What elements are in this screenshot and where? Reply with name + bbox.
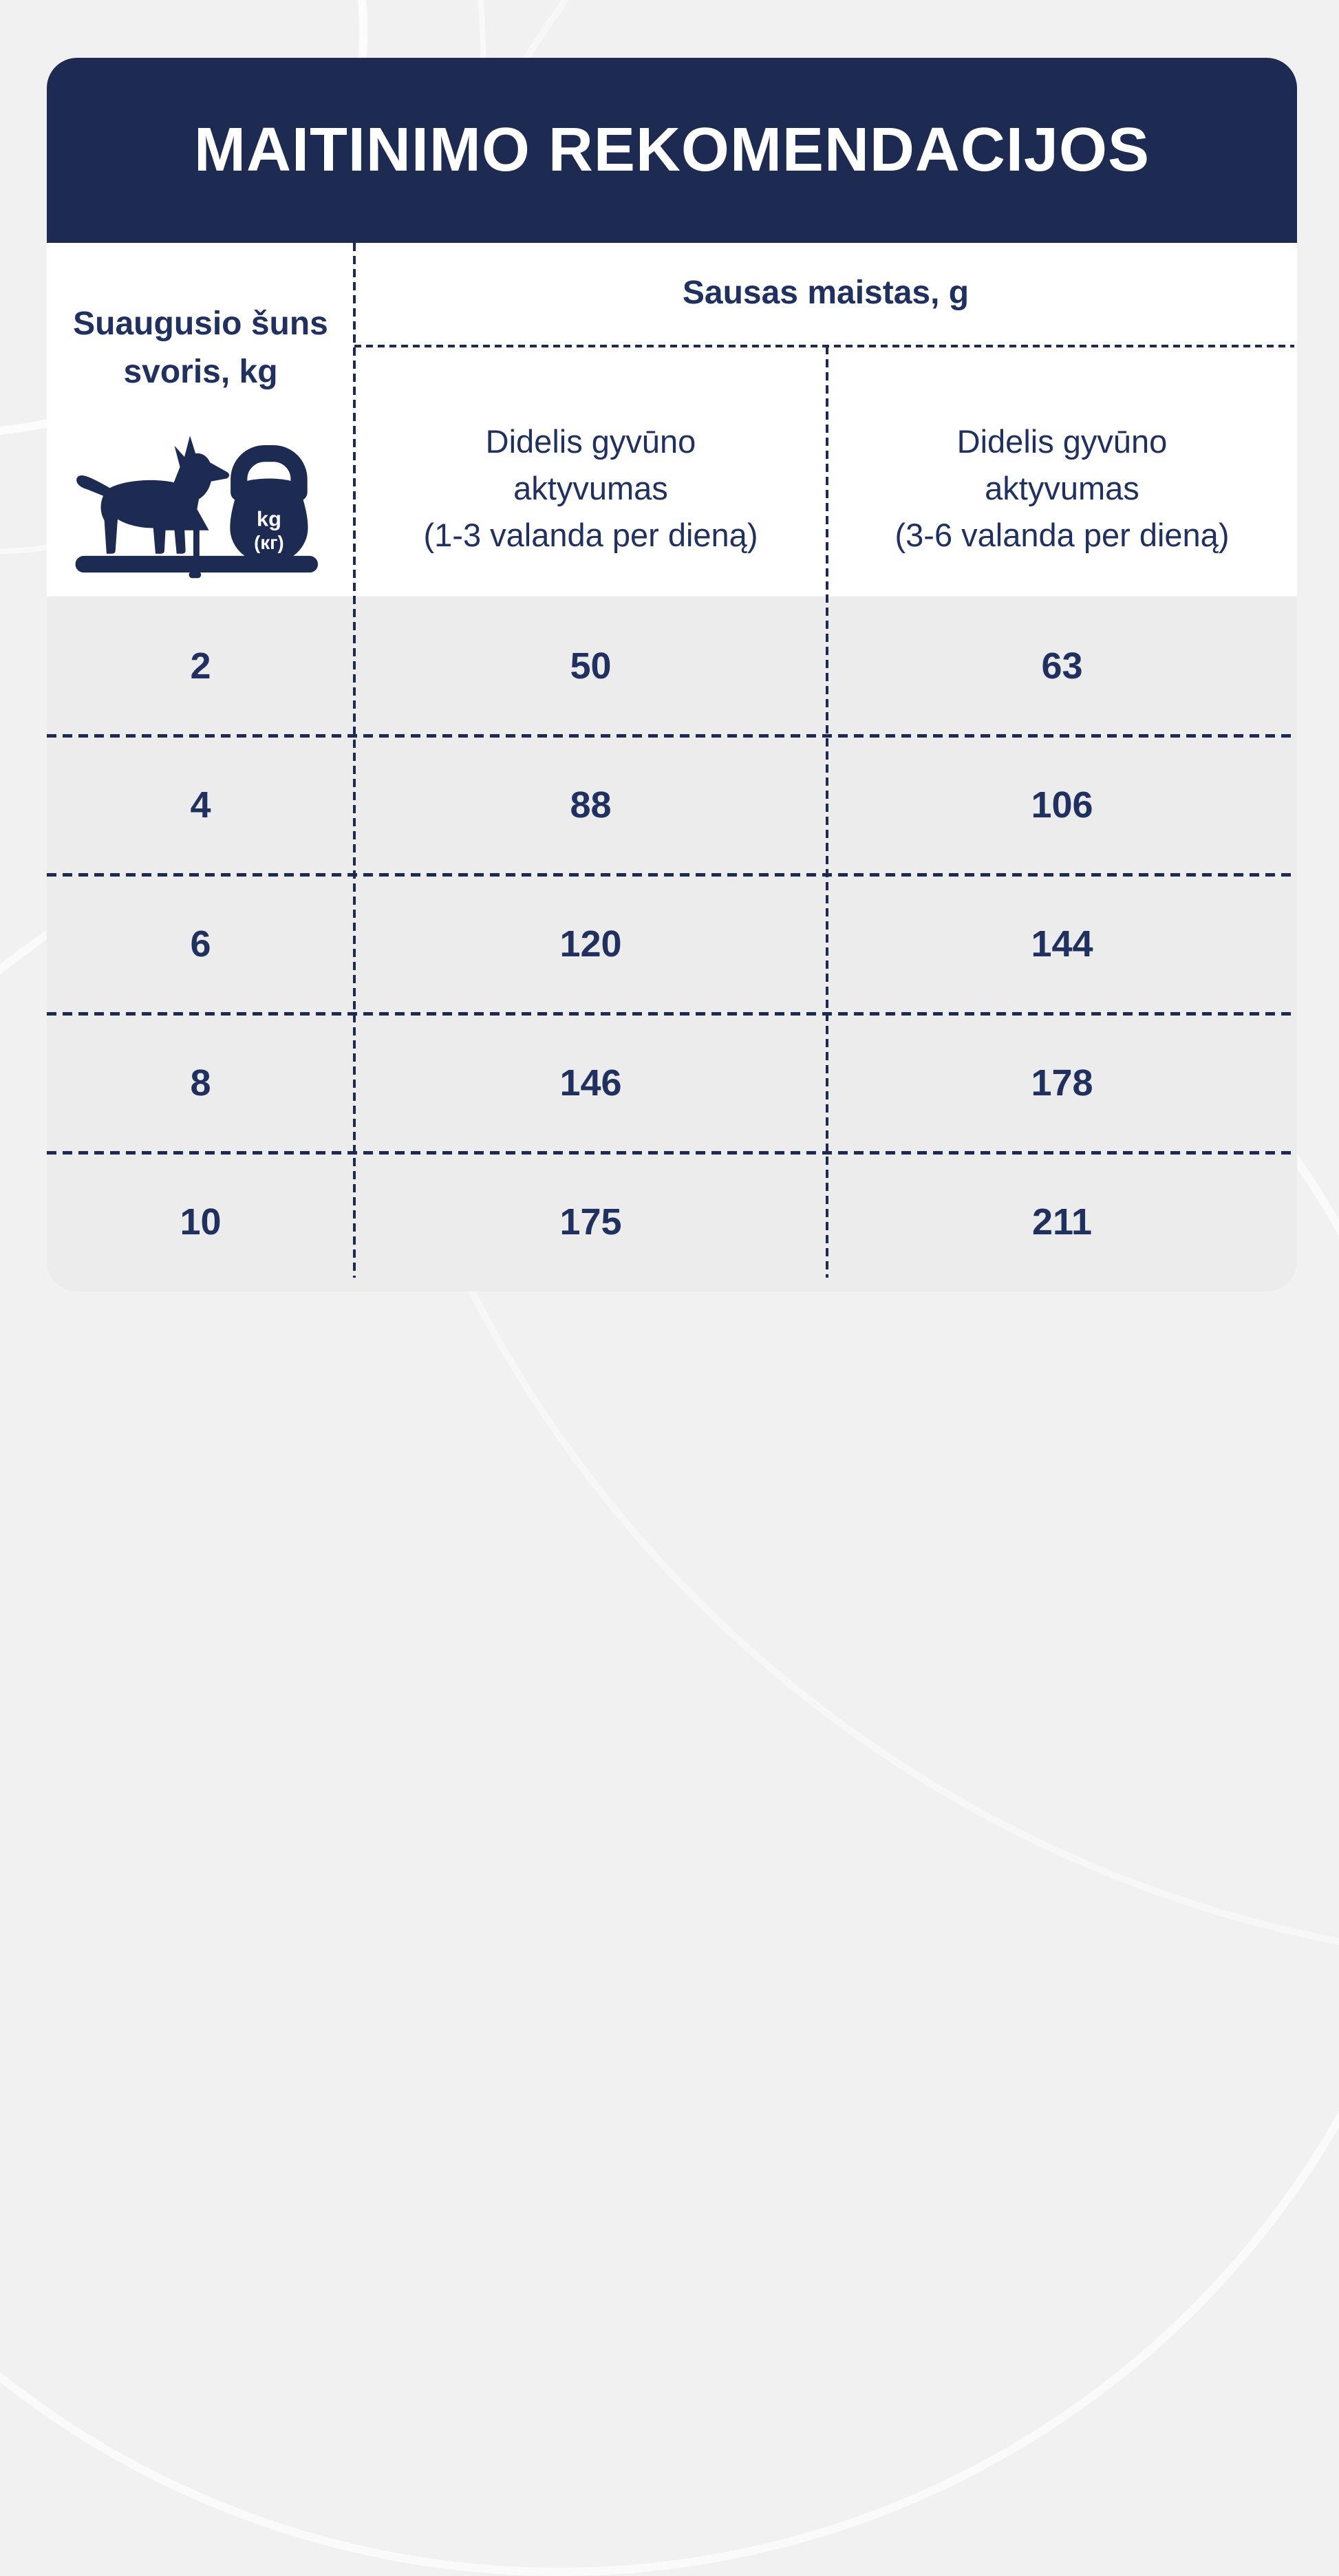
dog-icon	[76, 436, 230, 554]
food-amount-low-activity: 120	[559, 923, 622, 965]
dog-weight-scale-icon: kg (кг)	[75, 436, 319, 579]
column-divider-activity	[826, 346, 828, 1278]
activity-column-header-1: Didelis gyvūno aktyvumas (1-3 valanda pe…	[354, 418, 827, 559]
activity-1-line2: aktyvumas	[513, 470, 668, 506]
balance-pointer-nub	[189, 571, 202, 579]
row-divider	[47, 1151, 1297, 1155]
weight-column-header: Suaugusio šuns svoris, kg	[47, 300, 354, 396]
table-body-panel	[47, 597, 1297, 1291]
page-title: MAITINIMO REKOMENDACIJOS	[193, 116, 1150, 184]
table-row: 6 120 144	[47, 874, 1297, 1013]
weight-header-line2: svoris, kg	[123, 354, 278, 390]
row-divider	[47, 1012, 1297, 1016]
activity-1-line1: Didelis gyvūno	[485, 423, 696, 460]
food-amount-low-activity: 50	[570, 645, 612, 687]
dry-food-header-divider	[354, 345, 1294, 347]
weight-value: 6	[190, 923, 211, 965]
balance-arrow-stem	[193, 528, 200, 559]
activity-2-line1: Didelis gyvūno	[956, 423, 1168, 460]
activity-1-line3: (1-3 valanda per dieną)	[423, 517, 758, 553]
food-amount-high-activity: 211	[1031, 1201, 1093, 1243]
row-divider	[47, 734, 1297, 738]
weight-value: 4	[190, 784, 211, 826]
weight-value: 2	[190, 645, 211, 687]
kettlebell-kg-cyrillic-label: (кг)	[254, 532, 283, 553]
table-row: 8 146 178	[47, 1013, 1297, 1152]
weight-header-line1: Suaugusio šuns	[73, 305, 328, 342]
activity-2-line2: aktyvumas	[985, 470, 1139, 506]
kettlebell-icon: kg (кг)	[230, 445, 308, 564]
dry-food-group-header: Sausas maistas, g	[682, 275, 970, 311]
balance-arrow-head	[183, 507, 209, 530]
table-row: 4 88 106	[47, 736, 1297, 874]
table-row: 2 50 63	[47, 597, 1297, 736]
activity-2-line3: (3-6 valanda per dieną)	[895, 517, 1230, 553]
title-banner: MAITINIMO REKOMENDACIJOS	[47, 58, 1297, 243]
weight-value: 10	[180, 1201, 222, 1243]
food-amount-low-activity: 146	[559, 1062, 622, 1104]
food-amount-low-activity: 88	[570, 784, 612, 826]
food-amount-high-activity: 178	[1031, 1062, 1093, 1104]
food-amount-high-activity: 63	[1041, 645, 1083, 687]
column-divider-weight	[353, 243, 356, 1278]
weight-value: 8	[190, 1062, 211, 1104]
table-row: 10 175 211	[47, 1152, 1297, 1291]
activity-column-header-2: Didelis gyvūno aktyvumas (3-6 valanda pe…	[827, 418, 1297, 559]
food-amount-low-activity: 175	[559, 1201, 622, 1243]
food-amount-high-activity: 144	[1031, 923, 1093, 965]
food-amount-high-activity: 106	[1031, 784, 1093, 826]
balance-beam	[75, 555, 319, 573]
row-divider	[47, 873, 1297, 877]
kettlebell-kg-label: kg	[257, 506, 281, 530]
